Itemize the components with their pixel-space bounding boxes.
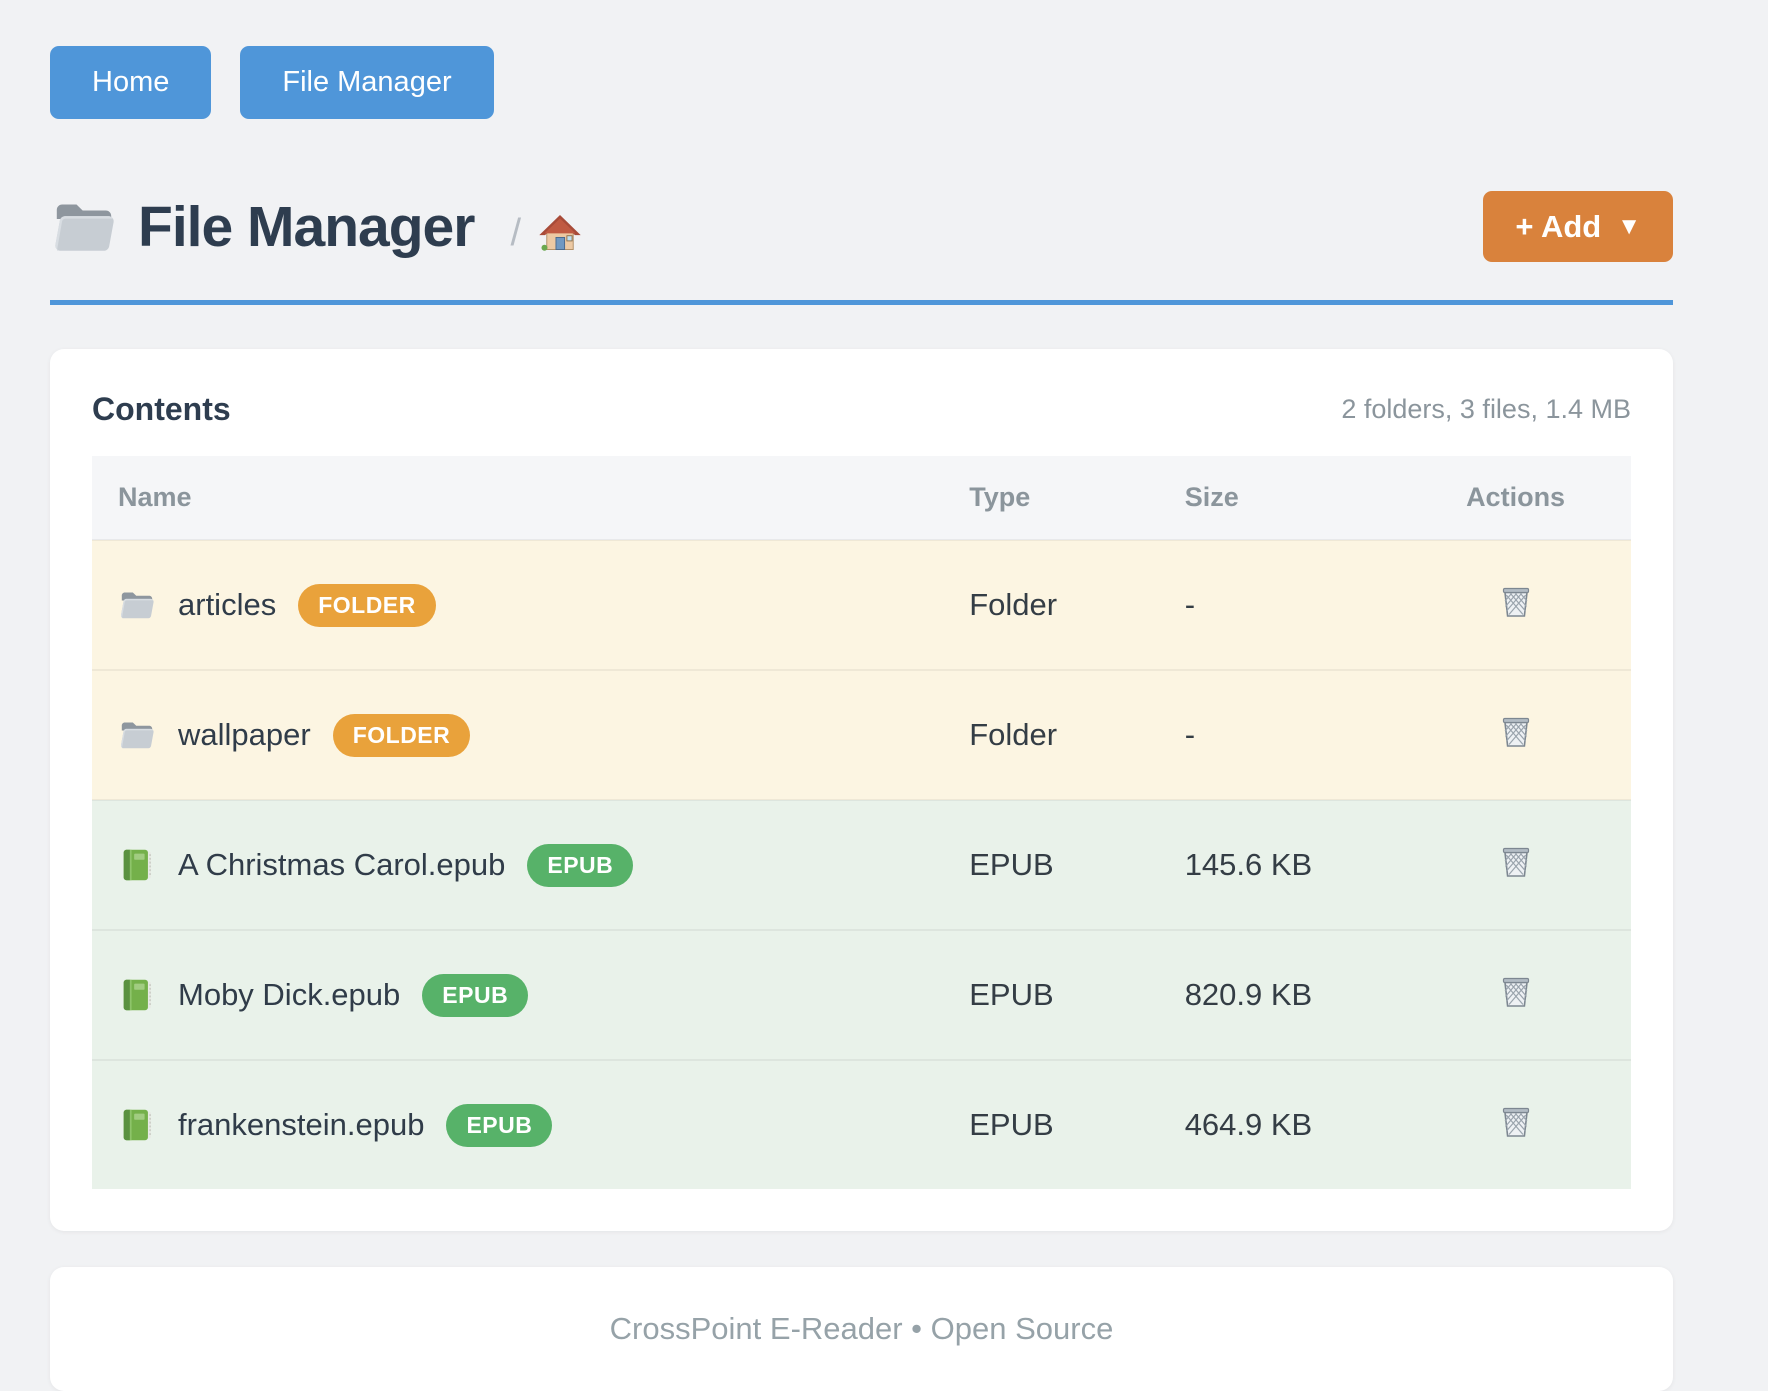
footer-text: CrossPoint E-Reader • Open Source — [610, 1311, 1114, 1346]
delete-button[interactable] — [1496, 971, 1536, 1011]
files-table: Name Type Size Actions articles FOLDER F… — [92, 456, 1631, 1189]
house-icon[interactable] — [537, 211, 583, 257]
add-button[interactable]: + Add ▼ — [1483, 191, 1673, 262]
item-badge: EPUB — [422, 974, 528, 1017]
table-row[interactable]: A Christmas Carol.epub EPUB EPUB 145.6 K… — [92, 800, 1631, 930]
page-header: File Manager / + Add ▼ — [50, 191, 1673, 262]
book-icon — [118, 846, 156, 884]
top-nav: Home File Manager — [50, 46, 1673, 119]
add-button-label: + Add — [1515, 211, 1601, 242]
breadcrumb: / — [510, 211, 583, 257]
item-badge: FOLDER — [333, 714, 471, 757]
contents-summary: 2 folders, 3 files, 1.4 MB — [1341, 394, 1631, 425]
table-row[interactable]: wallpaper FOLDER Folder - — [92, 670, 1631, 800]
contents-card-header: Contents 2 folders, 3 files, 1.4 MB — [92, 391, 1631, 428]
item-name[interactable]: wallpaper — [178, 717, 311, 753]
item-size: 820.9 KB — [1185, 930, 1400, 1060]
open-folder-icon — [50, 193, 118, 261]
trash-icon — [1496, 711, 1536, 751]
delete-button[interactable] — [1496, 841, 1536, 881]
contents-card: Contents 2 folders, 3 files, 1.4 MB Name… — [50, 349, 1673, 1231]
item-type: Folder — [969, 540, 1184, 670]
table-row[interactable]: Moby Dick.epub EPUB EPUB 820.9 KB — [92, 930, 1631, 1060]
column-header-size: Size — [1185, 456, 1400, 540]
item-size: 464.9 KB — [1185, 1060, 1400, 1189]
trash-icon — [1496, 581, 1536, 621]
page-title: File Manager — [138, 194, 474, 260]
caret-down-icon: ▼ — [1617, 215, 1641, 239]
item-size: - — [1185, 670, 1400, 800]
nav-home-button[interactable]: Home — [50, 46, 211, 119]
item-size: 145.6 KB — [1185, 800, 1400, 930]
item-name[interactable]: Moby Dick.epub — [178, 977, 400, 1013]
table-row[interactable]: frankenstein.epub EPUB EPUB 464.9 KB — [92, 1060, 1631, 1189]
delete-button[interactable] — [1496, 581, 1536, 621]
nav-file-manager-button[interactable]: File Manager — [240, 46, 493, 119]
column-header-actions: Actions — [1400, 456, 1631, 540]
trash-icon — [1496, 1101, 1536, 1141]
footer-card: CrossPoint E-Reader • Open Source — [50, 1267, 1673, 1391]
delete-button[interactable] — [1496, 711, 1536, 751]
item-name[interactable]: frankenstein.epub — [178, 1107, 424, 1143]
item-type: EPUB — [969, 800, 1184, 930]
item-type: EPUB — [969, 930, 1184, 1060]
folder-icon — [118, 716, 156, 754]
item-type: Folder — [969, 670, 1184, 800]
column-header-name: Name — [92, 456, 969, 540]
book-icon — [118, 976, 156, 1014]
item-badge: FOLDER — [298, 584, 436, 627]
title-divider — [50, 300, 1673, 305]
title-group: File Manager / — [50, 193, 583, 261]
trash-icon — [1496, 841, 1536, 881]
item-type: EPUB — [969, 1060, 1184, 1189]
delete-button[interactable] — [1496, 1101, 1536, 1141]
table-header-row: Name Type Size Actions — [92, 456, 1631, 540]
item-badge: EPUB — [446, 1104, 552, 1147]
table-row[interactable]: articles FOLDER Folder - — [92, 540, 1631, 670]
book-icon — [118, 1106, 156, 1144]
item-badge: EPUB — [527, 844, 633, 887]
item-name[interactable]: articles — [178, 587, 276, 623]
trash-icon — [1496, 971, 1536, 1011]
files-table-body: articles FOLDER Folder - wallpaper FOLDE… — [92, 540, 1631, 1189]
breadcrumb-separator: / — [510, 212, 521, 255]
page: Home File Manager File Manager / + Add ▼… — [0, 0, 1768, 1391]
contents-heading: Contents — [92, 391, 231, 428]
column-header-type: Type — [969, 456, 1184, 540]
item-size: - — [1185, 540, 1400, 670]
item-name[interactable]: A Christmas Carol.epub — [178, 847, 505, 883]
folder-icon — [118, 586, 156, 624]
